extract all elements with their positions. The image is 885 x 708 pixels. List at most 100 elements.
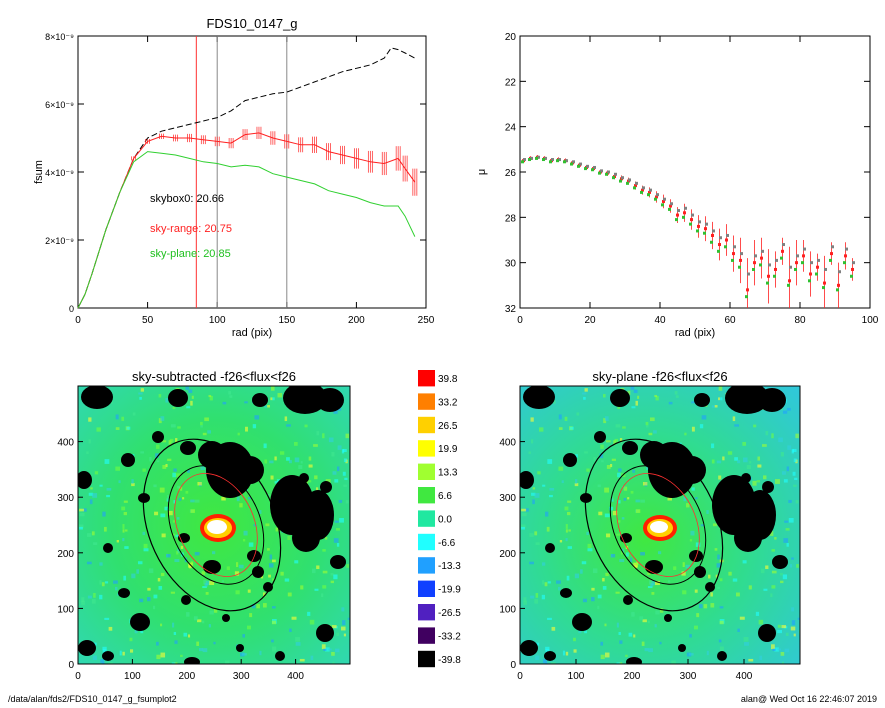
noise-pixel bbox=[226, 566, 230, 570]
noise-pixel bbox=[558, 586, 561, 591]
noise-pixel bbox=[611, 458, 616, 461]
noise-pixel bbox=[190, 561, 194, 566]
noise-pixel bbox=[201, 571, 206, 575]
noise-pixel bbox=[267, 405, 270, 408]
noise-pixel bbox=[602, 394, 606, 398]
y-tick-label: 20 bbox=[505, 32, 517, 43]
y-tick-label: 30 bbox=[505, 259, 517, 270]
noise-pixel bbox=[633, 634, 636, 638]
noise-pixel bbox=[600, 654, 605, 660]
noise-pixel bbox=[582, 598, 587, 603]
noise-pixel bbox=[567, 500, 572, 503]
noise-pixel bbox=[337, 407, 342, 411]
masked-source bbox=[247, 550, 261, 562]
colorbar-label: -26.5 bbox=[438, 608, 461, 619]
data-point bbox=[682, 215, 685, 219]
noise-pixel bbox=[547, 617, 552, 620]
noise-pixel bbox=[635, 509, 641, 513]
noise-pixel bbox=[783, 538, 789, 543]
data-point bbox=[760, 256, 763, 260]
noise-pixel bbox=[535, 542, 540, 545]
noise-pixel bbox=[614, 438, 619, 443]
noise-pixel bbox=[142, 468, 146, 472]
noise-pixel bbox=[205, 592, 209, 595]
data-point bbox=[691, 213, 694, 217]
noise-pixel bbox=[294, 457, 300, 463]
noise-pixel bbox=[580, 569, 583, 574]
noise-pixel bbox=[757, 464, 762, 468]
noise-pixel bbox=[123, 511, 128, 516]
data-point bbox=[732, 252, 735, 256]
noise-pixel bbox=[166, 495, 169, 500]
masked-source bbox=[103, 543, 113, 553]
noise-pixel bbox=[545, 511, 549, 517]
noise-pixel bbox=[171, 662, 176, 664]
noise-pixel bbox=[714, 548, 718, 551]
noise-pixel bbox=[651, 580, 656, 586]
noise-pixel bbox=[330, 580, 335, 584]
noise-pixel bbox=[744, 642, 749, 646]
noise-pixel bbox=[253, 524, 257, 527]
noise-pixel bbox=[256, 604, 260, 609]
colorbar-swatch bbox=[418, 604, 435, 621]
noise-pixel bbox=[574, 479, 578, 484]
noise-pixel bbox=[784, 520, 789, 523]
data-point bbox=[761, 249, 764, 253]
noise-pixel bbox=[170, 424, 176, 428]
y-tick-label: 0 bbox=[69, 304, 74, 314]
data-point bbox=[607, 170, 610, 174]
data-point bbox=[844, 254, 847, 258]
noise-pixel bbox=[268, 574, 271, 578]
noise-pixel bbox=[316, 431, 320, 436]
noise-pixel bbox=[521, 526, 525, 530]
noise-pixel bbox=[671, 660, 676, 664]
noise-pixel bbox=[208, 394, 212, 398]
noise-pixel bbox=[695, 542, 701, 547]
data-point bbox=[537, 155, 540, 159]
noise-pixel bbox=[79, 508, 85, 512]
noise-pixel bbox=[99, 594, 103, 600]
noise-pixel bbox=[700, 524, 704, 527]
noise-pixel bbox=[94, 471, 99, 475]
noise-pixel bbox=[268, 563, 274, 568]
noise-pixel bbox=[711, 443, 715, 449]
noise-pixel bbox=[635, 400, 638, 406]
noise-pixel bbox=[308, 464, 313, 468]
noise-pixel bbox=[538, 427, 544, 432]
noise-pixel bbox=[122, 524, 125, 529]
data-point bbox=[766, 281, 769, 285]
noise-pixel bbox=[623, 497, 627, 501]
noise-pixel bbox=[114, 586, 118, 591]
y-tick-label: 300 bbox=[499, 493, 516, 504]
noise-pixel bbox=[175, 473, 181, 477]
colorbar-label: 19.9 bbox=[438, 444, 458, 455]
noise-pixel bbox=[280, 571, 284, 576]
noise-pixel bbox=[93, 593, 96, 598]
noise-pixel bbox=[581, 561, 587, 565]
data-point bbox=[824, 267, 827, 271]
noise-pixel bbox=[213, 641, 216, 645]
noise-pixel bbox=[758, 619, 764, 625]
noise-pixel bbox=[158, 586, 163, 590]
noise-pixel bbox=[693, 625, 698, 630]
noise-pixel bbox=[769, 531, 774, 536]
data-point bbox=[823, 281, 826, 285]
data-point bbox=[628, 178, 631, 182]
data-point bbox=[642, 186, 645, 190]
noise-pixel bbox=[89, 499, 93, 505]
data-point bbox=[605, 172, 608, 176]
noise-pixel bbox=[270, 397, 273, 401]
noise-pixel bbox=[213, 608, 218, 613]
noise-pixel bbox=[686, 503, 690, 508]
noise-pixel bbox=[584, 451, 588, 454]
data-point bbox=[781, 249, 784, 253]
noise-pixel bbox=[591, 587, 595, 591]
data-point bbox=[746, 288, 749, 292]
noise-pixel bbox=[604, 416, 609, 421]
x-tick-label: 60 bbox=[724, 315, 736, 326]
masked-source bbox=[168, 389, 188, 407]
data-point bbox=[530, 156, 533, 160]
data-point bbox=[831, 245, 834, 249]
noise-pixel bbox=[277, 393, 283, 398]
noise-pixel bbox=[259, 650, 262, 656]
